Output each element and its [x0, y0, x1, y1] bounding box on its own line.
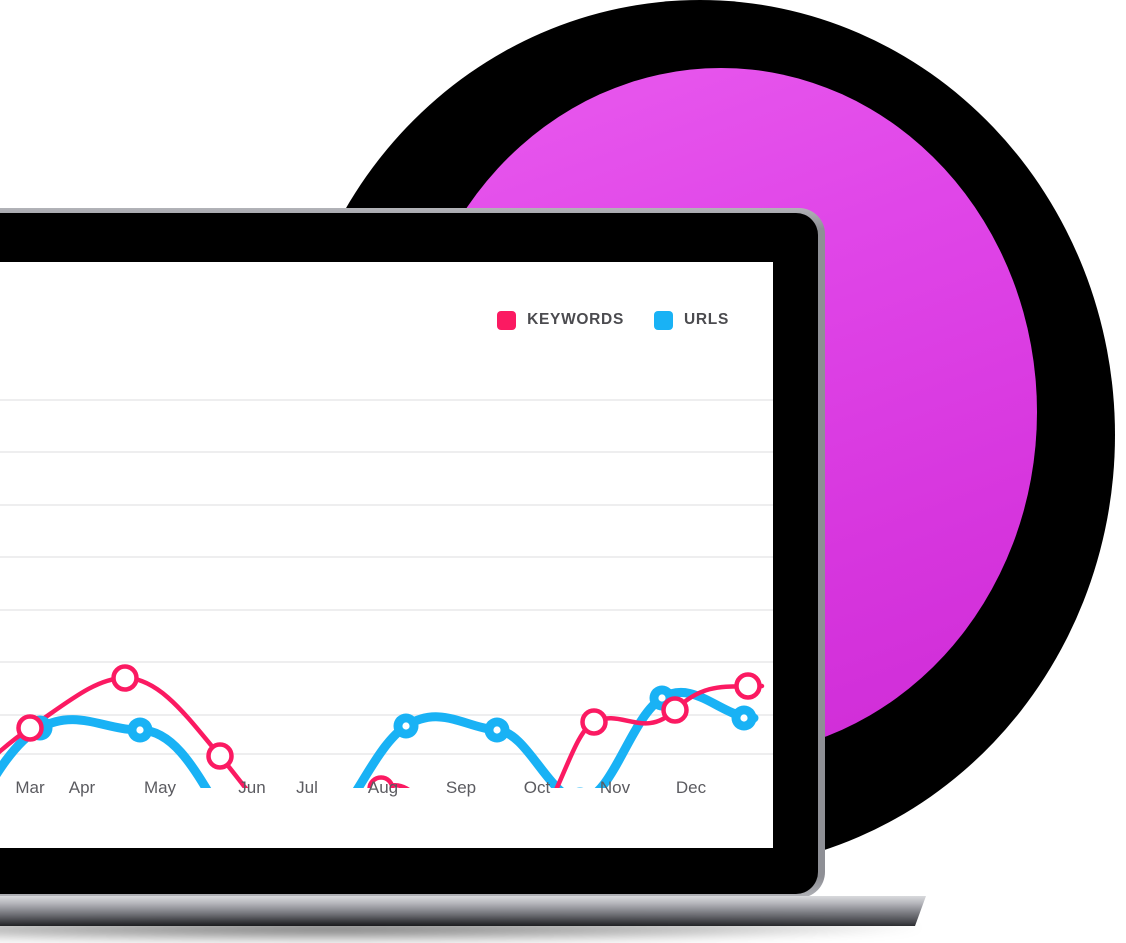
x-axis: Mar Apr May Jun Jul Aug Sep Oct Nov Dec	[0, 778, 773, 812]
urls-point-dot-2	[136, 726, 144, 734]
urls-swatch-icon	[654, 310, 673, 330]
x-axis-tick-oct: Oct	[523, 778, 551, 797]
x-axis-tick-dec: Dec	[675, 778, 707, 797]
keywords-point-10[interactable]	[734, 672, 762, 700]
keywords-point-2[interactable]	[111, 664, 139, 692]
keywords-point-5[interactable]	[367, 775, 395, 789]
statistics-card: Statistics KEYWORDS URLS	[0, 262, 773, 848]
card-header: Statistics KEYWORDS URLS	[0, 298, 773, 342]
x-axis-tick-apr: Apr	[68, 778, 96, 797]
urls-point-7[interactable]	[568, 787, 593, 789]
chart-svg	[0, 399, 773, 789]
keywords-point-1[interactable]	[16, 714, 44, 742]
legend-item-urls[interactable]: URLS	[654, 310, 729, 330]
urls-data-points[interactable]	[0, 685, 757, 789]
urls-line-path	[0, 687, 759, 788]
x-axis-tick-sep: Sep	[445, 778, 477, 797]
keywords-line-path	[0, 675, 765, 788]
x-axis-tick-nov: Nov	[599, 778, 631, 797]
laptop-mockup: Statistics KEYWORDS URLS	[0, 208, 926, 943]
urls-point-dot-8	[658, 694, 666, 702]
x-axis-tick-mar: Mar	[15, 778, 45, 797]
urls-point-dot-6	[493, 726, 501, 734]
keywords-swatch-icon	[497, 310, 517, 330]
line-chart	[0, 388, 773, 788]
x-axis-tick-aug: Aug	[367, 778, 399, 797]
keywords-point-9[interactable]	[661, 696, 689, 724]
keywords-point-8[interactable]	[580, 708, 608, 736]
keywords-data-points[interactable]	[0, 664, 762, 789]
laptop-lid: Statistics KEYWORDS URLS	[0, 208, 825, 898]
legend-item-keywords[interactable]: KEYWORDS	[497, 310, 624, 330]
urls-point-dot-9	[740, 714, 748, 722]
chart-legend: KEYWORDS URLS	[497, 310, 729, 330]
x-axis-tick-jun: Jun	[238, 778, 266, 797]
keywords-point-3[interactable]	[206, 742, 234, 770]
laptop-screen: Statistics KEYWORDS URLS	[0, 262, 773, 848]
x-axis-tick-jul: Jul	[296, 778, 318, 797]
x-axis-tick-may: May	[143, 778, 177, 797]
legend-label-keywords: KEYWORDS	[527, 311, 624, 328]
legend-label-urls: URLS	[684, 311, 729, 328]
urls-point-dot-5	[402, 722, 410, 730]
laptop-shadow	[0, 921, 920, 943]
